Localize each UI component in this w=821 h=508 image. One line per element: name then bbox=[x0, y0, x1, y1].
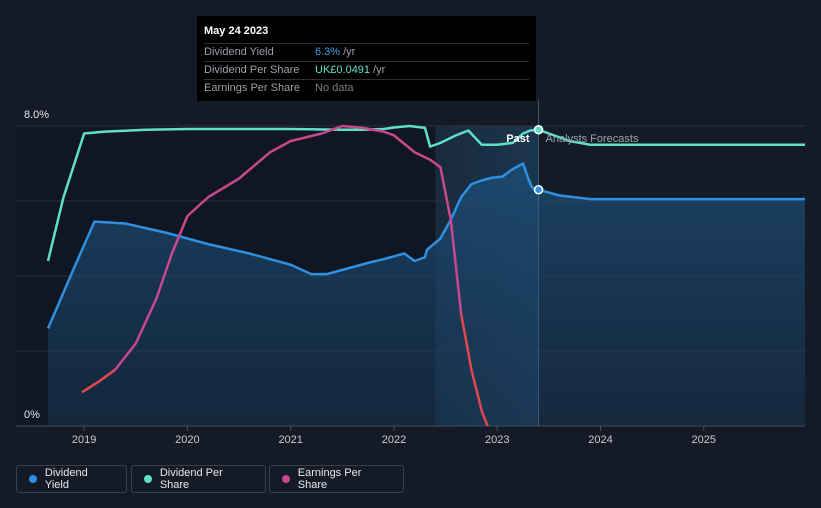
x-tick-label: 2022 bbox=[382, 434, 406, 446]
tooltip-value: 6.3% bbox=[315, 46, 341, 58]
tooltip-unit: /yr bbox=[373, 64, 386, 76]
tooltip-row-earnings-per-share: Earnings Per Share No data bbox=[204, 79, 529, 97]
x-tick-label: 2025 bbox=[692, 434, 716, 446]
past-label: Past bbox=[506, 133, 530, 145]
forecast-label: Analysts Forecasts bbox=[546, 133, 639, 145]
x-tick-label: 2020 bbox=[175, 434, 199, 446]
hover-tooltip: May 24 2023 Dividend Yield 6.3% /yr Divi… bbox=[197, 16, 536, 101]
x-tick-label: 2023 bbox=[485, 434, 509, 446]
legend-dot-icon bbox=[29, 475, 37, 483]
x-tick-label: 2021 bbox=[278, 434, 302, 446]
x-tick-label: 2019 bbox=[72, 434, 96, 446]
dividend-per-share-line bbox=[46, 124, 805, 262]
dividend-per-share-marker bbox=[533, 125, 544, 135]
tooltip-label: Earnings Per Share bbox=[204, 82, 300, 94]
tooltip-date: May 24 2023 bbox=[204, 25, 269, 37]
x-tick-label: 2024 bbox=[588, 434, 612, 446]
tooltip-row-dividend-per-share: Dividend Per Share UK£0.0491 /yr bbox=[204, 61, 529, 79]
y-tick-label: 0% bbox=[24, 409, 40, 421]
legend-dot-icon bbox=[144, 475, 152, 483]
tooltip-unit: /yr bbox=[343, 46, 356, 58]
legend-dot-icon bbox=[282, 475, 290, 483]
y-tick-label: 8.0% bbox=[24, 109, 49, 121]
tooltip-value: No data bbox=[315, 82, 354, 94]
legend-earnings-per-share[interactable]: Earnings Per Share bbox=[269, 465, 404, 493]
tooltip-label: Dividend Yield bbox=[204, 46, 274, 58]
tooltip-value: UK£0.0491 bbox=[315, 64, 371, 76]
tooltip-row-dividend-yield: Dividend Yield 6.3% /yr bbox=[204, 43, 529, 61]
legend-label: Dividend Yield bbox=[44, 467, 88, 491]
dividend-yield-marker bbox=[533, 185, 544, 195]
earnings-per-share-line-start bbox=[81, 368, 116, 394]
earnings-per-share-line-negative bbox=[459, 313, 489, 426]
dividend-yield-area bbox=[48, 163, 805, 426]
legend-label: Earnings Per Share bbox=[297, 467, 362, 491]
earnings-per-share-line bbox=[81, 124, 463, 394]
legend-dividend-yield[interactable]: Dividend Yield bbox=[16, 465, 127, 493]
legend-dividend-per-share[interactable]: Dividend Per Share bbox=[131, 465, 266, 493]
tooltip-label: Dividend Per Share bbox=[204, 64, 300, 76]
dividend-yield-line bbox=[46, 162, 805, 329]
legend-label: Dividend Per Share bbox=[159, 467, 223, 491]
